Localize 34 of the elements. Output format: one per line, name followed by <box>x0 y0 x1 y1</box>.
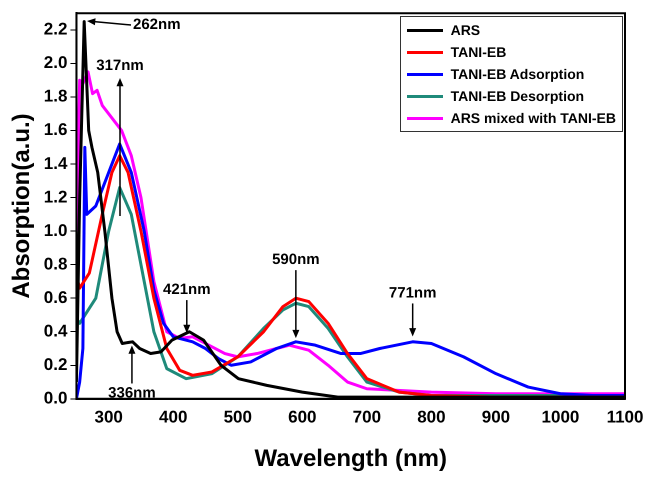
y-tick-label: 2.2 <box>44 20 68 39</box>
y-tick-label: 1.2 <box>44 187 68 206</box>
y-tick-label: 1.6 <box>44 120 68 140</box>
y-axis-title: Absorption(a.u.) <box>8 113 36 299</box>
annotation: 317nm <box>96 56 144 74</box>
y-tick-label: 0.6 <box>44 288 68 307</box>
y-tick-label: 0.8 <box>44 254 68 274</box>
annotation: 590nm <box>272 251 320 268</box>
x-tick-label: 800 <box>417 408 446 427</box>
x-tick-label: 1000 <box>542 408 580 427</box>
y-tick-label: 0.4 <box>44 321 68 340</box>
annotation: 421nm <box>163 281 211 298</box>
x-tick-label: 500 <box>224 408 252 427</box>
annotation: 336nm <box>108 384 156 402</box>
x-tick-label: 700 <box>352 408 382 427</box>
y-tick-label: 1.8 <box>44 86 68 106</box>
x-tick-label: 1100 <box>606 408 644 427</box>
x-axis-title: Wavelength (nm) <box>254 445 447 472</box>
legend-label: ARS mixed with TANI-EB <box>450 110 616 126</box>
x-tick-label: 900 <box>482 408 510 427</box>
y-tick-label: 1.0 <box>44 220 68 240</box>
legend-label: TANI-EB <box>450 44 506 60</box>
annotation: 262nm <box>133 16 181 33</box>
x-tick-label: 600 <box>288 408 316 427</box>
x-tick-label: 300 <box>94 408 123 427</box>
legend-label: TANI-EB Adsorption <box>450 66 584 82</box>
y-tick-label: 0.2 <box>44 354 68 374</box>
y-tick-label: 1.4 <box>44 154 68 173</box>
y-tick-label: 2.0 <box>44 53 68 72</box>
x-tick-label: 400 <box>159 408 188 427</box>
annotation: 771nm <box>388 284 436 302</box>
legend-label: ARS <box>450 22 480 38</box>
legend-label: TANI-EB Desorption <box>450 88 584 104</box>
y-tick-label: 0.0 <box>44 388 68 408</box>
